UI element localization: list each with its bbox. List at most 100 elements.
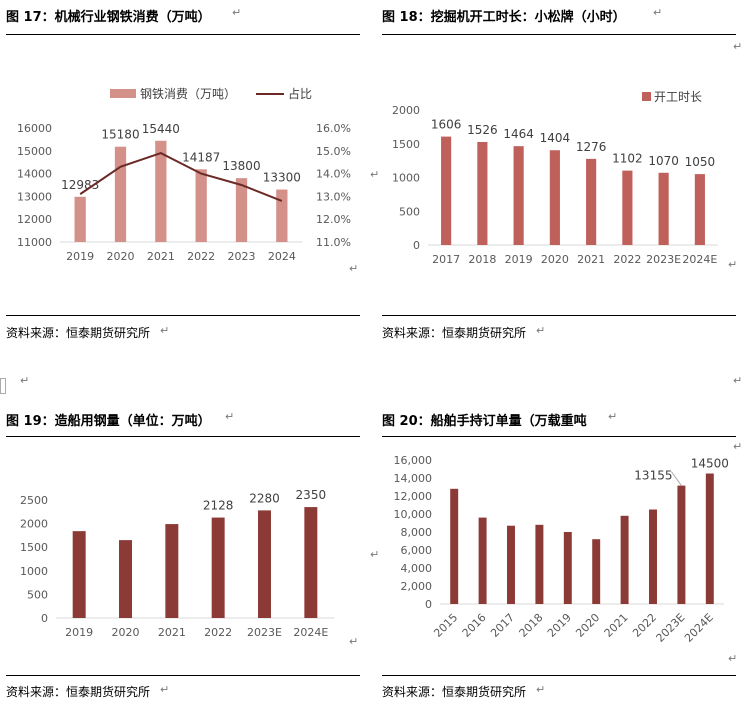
y-tick-label: 1500 xyxy=(20,541,48,554)
y-tick-label: 500 xyxy=(27,588,48,601)
y-tick-label: 14,000 xyxy=(394,472,433,485)
data-label: 2280 xyxy=(249,491,280,505)
return-mark-icon: ↵ xyxy=(370,168,380,181)
y-tick-label: 13000 xyxy=(17,190,52,203)
y-tick-label: 4,000 xyxy=(401,562,433,575)
bar xyxy=(235,178,248,242)
source-note-18: 资料来源：恒泰期货研究所 xyxy=(382,326,527,340)
x-tick-label: 2019 xyxy=(65,626,93,639)
bar xyxy=(549,150,560,245)
bar xyxy=(276,189,288,242)
bar xyxy=(677,485,686,604)
bar xyxy=(441,136,452,245)
return-mark-icon: ↵ xyxy=(160,683,170,696)
title-rule xyxy=(6,436,360,437)
return-mark-icon: ↵ xyxy=(728,652,738,665)
source-note-20: 资料来源：恒泰期货研究所 xyxy=(382,685,527,699)
y-tick-label: 0 xyxy=(41,612,48,625)
x-tick-label: 2018 xyxy=(468,253,496,266)
data-label: 1102 xyxy=(612,152,643,166)
bar xyxy=(155,140,167,242)
source-rule xyxy=(6,675,360,676)
chart-title-18: 图 18：挖掘机开工时长：小松牌（小时） xyxy=(382,10,626,25)
y-tick-label: 14000 xyxy=(17,168,52,181)
data-label: 13300 xyxy=(263,171,301,185)
bar xyxy=(165,524,179,618)
data-label: 1464 xyxy=(503,127,534,141)
bar xyxy=(72,531,86,618)
y2-tick-label: 11.0% xyxy=(316,236,351,249)
y-tick-label: 16,000 xyxy=(394,454,433,467)
bar xyxy=(258,510,271,618)
series-line-share xyxy=(79,151,283,202)
chart-title-17: 图 17：机械行业钢铁消费（万吨） xyxy=(6,10,211,25)
bar xyxy=(586,158,597,245)
title-rule xyxy=(382,34,736,35)
x-tick-label: 2024E xyxy=(682,253,717,266)
legend-label: 钢铁消费（万吨） xyxy=(140,87,236,101)
x-tick-label: 2019 xyxy=(66,250,94,263)
x-tick-label: 2024E xyxy=(682,611,716,645)
y-tick-label: 2500 xyxy=(20,494,48,507)
return-mark-icon: ↵ xyxy=(536,324,546,337)
source-rule xyxy=(382,675,736,676)
return-mark-icon: ↵ xyxy=(20,374,30,387)
data-label: 1526 xyxy=(467,123,498,137)
bar xyxy=(195,169,207,242)
label-leader-line xyxy=(670,471,682,486)
y-tick-label: 500 xyxy=(399,205,420,218)
y-tick-label: 6,000 xyxy=(401,544,433,557)
data-label: 13155 xyxy=(634,469,672,483)
x-tick-label: 2016 xyxy=(460,611,489,640)
bar xyxy=(74,196,86,242)
y2-tick-label: 13.0% xyxy=(316,190,351,203)
y-tick-label: 8,000 xyxy=(401,526,433,539)
x-tick-label: 2020 xyxy=(107,250,135,263)
y-tick-label: 2000 xyxy=(392,104,420,117)
return-mark-icon: ↵ xyxy=(608,410,618,423)
return-mark-icon: ↵ xyxy=(733,374,742,387)
x-tick-label: 2019 xyxy=(545,611,574,640)
y-tick-label: 1500 xyxy=(392,138,420,151)
return-mark-icon: ↵ xyxy=(728,258,738,271)
x-tick-label: 2021 xyxy=(602,611,631,640)
bar xyxy=(114,146,127,242)
y-tick-label: 12,000 xyxy=(394,490,433,503)
x-tick-label: 2017 xyxy=(432,253,460,266)
x-tick-label: 2022 xyxy=(613,253,641,266)
return-mark-icon: ↵ xyxy=(232,6,242,19)
legend-label: 开工时长 xyxy=(654,90,702,104)
x-tick-label: 2021 xyxy=(577,253,605,266)
data-label: 1276 xyxy=(576,140,607,154)
bar xyxy=(658,172,669,245)
source-note-17: 资料来源：恒泰期货研究所 xyxy=(6,326,151,340)
data-label: 14187 xyxy=(182,150,220,164)
y-tick-label: 1000 xyxy=(392,172,420,185)
y2-tick-label: 15.0% xyxy=(316,145,351,158)
x-tick-label: 2021 xyxy=(158,626,186,639)
bar xyxy=(513,146,524,245)
return-mark-icon: ↵ xyxy=(225,410,235,423)
x-tick-label: 2015 xyxy=(431,611,460,640)
x-tick-label: 2023 xyxy=(228,250,256,263)
y-tick-label: 0 xyxy=(425,598,432,611)
legend-swatch-bar xyxy=(110,89,136,98)
x-tick-label: 2021 xyxy=(147,250,175,263)
chart-shipbuilding-steel: 0 500 1000 1500 2000 2500 2019 2020 2021 2128 2022… xyxy=(20,488,334,639)
bar xyxy=(649,509,657,604)
return-mark-icon: ↵ xyxy=(160,324,170,337)
x-tick-label: 2020 xyxy=(573,611,602,640)
y-tick-label: 10,000 xyxy=(394,508,433,521)
y-tick-label: 15000 xyxy=(17,145,52,158)
title-rule xyxy=(6,34,360,35)
data-label: 1606 xyxy=(431,118,462,132)
y-tick-label: 2,000 xyxy=(401,580,433,593)
data-label: 15440 xyxy=(142,122,180,136)
return-mark-icon: ↵ xyxy=(349,635,359,648)
data-label: 13800 xyxy=(222,159,260,173)
chart-excavator-hours: 0 500 1000 1500 2000 1606 2017 1526 2018 1464 2019… xyxy=(392,90,718,266)
return-mark-icon: ↵ xyxy=(653,6,663,19)
return-mark-icon: ↵ xyxy=(733,40,742,53)
separator-marker xyxy=(0,378,6,394)
bar xyxy=(507,525,515,604)
